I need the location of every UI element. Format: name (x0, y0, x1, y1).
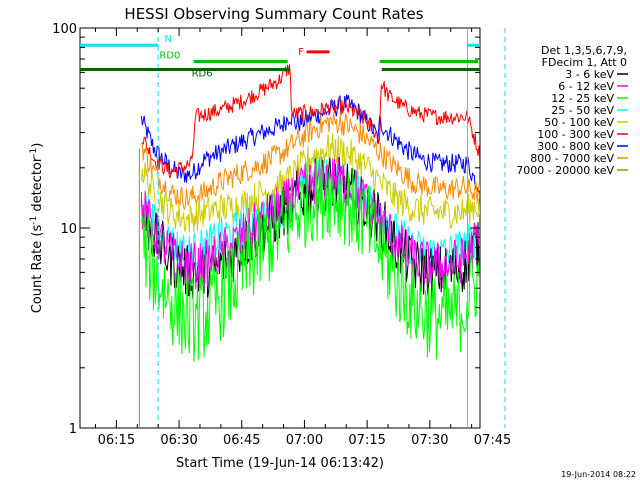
legend-entry-label: 300 - 800 keV (537, 140, 614, 153)
flag-label: N (164, 34, 171, 45)
legend: Det 1,3,5,6,7,9,FDecim 1, Att 03 - 6 keV… (516, 44, 628, 177)
vline-layer (138, 28, 506, 428)
y-axis-ticks: 1 10 100 (52, 22, 480, 437)
y-axis-label-end: ) (30, 143, 45, 148)
y-tick-label: 100 (52, 22, 77, 37)
y-axis-label-sup-1: -1 (29, 216, 39, 225)
legend-entry-label: 7000 - 20000 keV (516, 164, 614, 177)
legend-entry-label: 800 - 7000 keV (530, 152, 614, 165)
legend-entry-label: 12 - 25 keV (551, 92, 614, 105)
x-tick-label: 07:30 (411, 433, 448, 448)
y-tick-label: 1 (69, 422, 77, 437)
legend-header: Det 1,3,5,6,7,9, (541, 44, 627, 57)
series-trace (140, 133, 480, 233)
timestamp: 19-Jun-2014 08:22 (561, 470, 636, 479)
x-tick-label: 07:45 (474, 433, 511, 448)
y-axis-label-mid: detector (30, 156, 45, 216)
series-trace (140, 157, 480, 362)
x-tick-label: 07:00 (286, 433, 323, 448)
legend-header: FDecim 1, Att 0 (542, 56, 627, 69)
x-tick-label: 06:15 (98, 433, 135, 448)
chart-title: HESSI Observing Summary Count Rates (124, 5, 423, 23)
y-axis-label-sup-2: -1 (29, 148, 39, 157)
series-layer (140, 64, 480, 362)
x-axis-label: Start Time (19-Jun-14 06:13:42) (176, 456, 384, 471)
series-trace (141, 64, 480, 179)
flag-label: F (298, 47, 304, 58)
legend-entry-label: 25 - 50 keV (551, 104, 614, 117)
y-tick-label: 10 (60, 222, 77, 237)
x-tick-label: 06:45 (223, 433, 260, 448)
flag-layer: N RD0 RD6 F (80, 34, 480, 80)
x-tick-label: 07:15 (348, 433, 385, 448)
y-axis-label: Count Rate (s-1 detector-1) (29, 143, 45, 314)
legend-entry-label: 50 - 100 keV (544, 116, 614, 129)
x-tick-label: 06:30 (160, 433, 197, 448)
legend-entry-label: 3 - 6 keV (565, 68, 614, 81)
flag-label: RD6 (192, 69, 213, 80)
legend-entry-label: 100 - 300 keV (537, 128, 614, 141)
series-trace (140, 156, 480, 290)
x-axis-ticks: 06:15 06:30 06:45 07:00 07:15 07:30 07:45 (94, 28, 511, 448)
y-axis-label-main: Count Rate (s (30, 225, 45, 314)
flag-label: RD0 (159, 50, 180, 61)
legend-entry-label: 6 - 12 keV (558, 80, 614, 93)
